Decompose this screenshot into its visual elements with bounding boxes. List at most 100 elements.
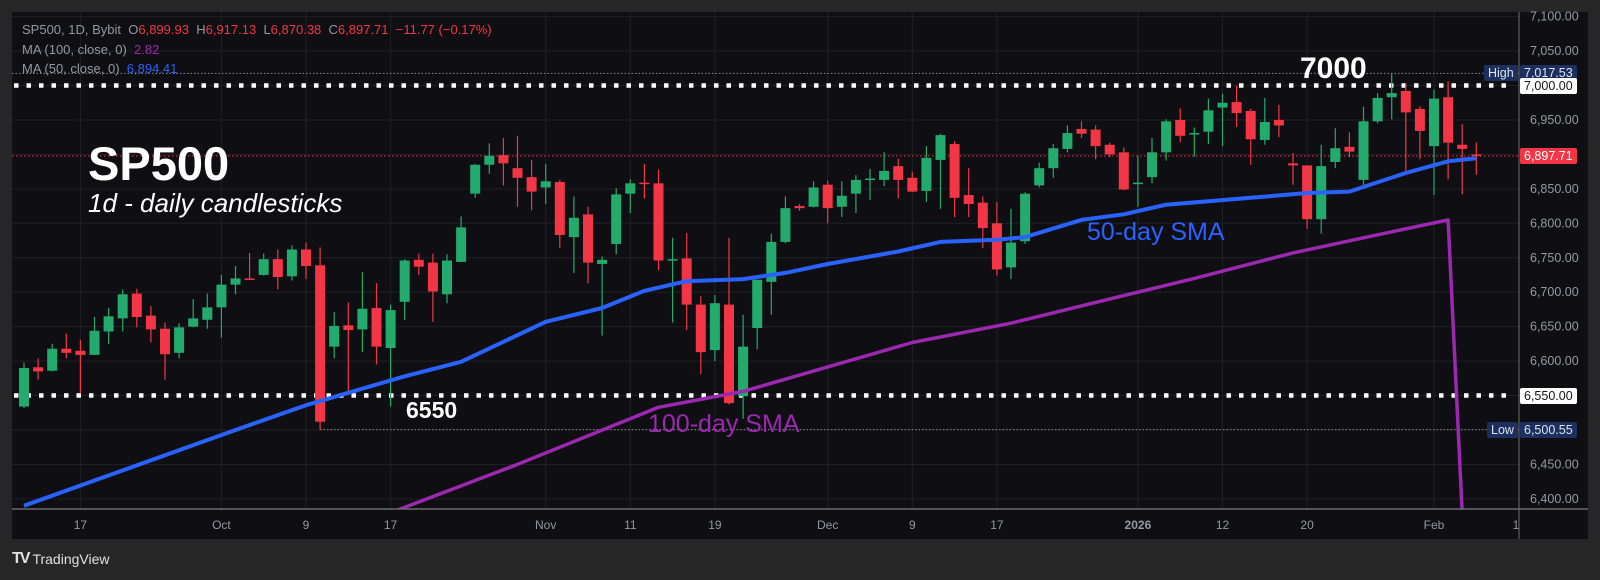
candle (442, 254, 452, 304)
candle-body (145, 315, 156, 330)
candle-body (879, 170, 890, 180)
y-tick-label: 6,650.00 (1530, 320, 1579, 334)
candle-body (752, 279, 763, 329)
candle (512, 135, 523, 207)
x-tick-label: 19 (708, 518, 722, 532)
candle-body (61, 348, 72, 353)
candle (301, 242, 311, 280)
candle (611, 188, 622, 255)
candle (1034, 162, 1045, 188)
tradingview-logo[interactable]: TV TradingView (12, 550, 110, 568)
candle-body (1429, 98, 1439, 147)
candle-body (160, 328, 170, 355)
candle (1273, 104, 1284, 138)
candle (568, 196, 579, 273)
candle-body (456, 227, 467, 262)
candle-body (794, 206, 805, 209)
candle (1259, 97, 1270, 145)
candle (1288, 153, 1298, 185)
candle (272, 249, 283, 290)
candle-body (75, 350, 86, 355)
candle (103, 308, 114, 344)
candle (456, 216, 467, 262)
chart-subtitle: 1d - daily candlesticks (88, 188, 343, 218)
candle (371, 283, 382, 365)
candle-body (1259, 122, 1270, 140)
legend-ma100[interactable]: MA (100, close, 0) 2.82 (22, 42, 159, 57)
candle-body (1189, 133, 1200, 135)
open-label: O (128, 22, 139, 37)
y-tick-label: 6,400.00 (1530, 492, 1579, 506)
candle-body (188, 318, 199, 327)
candle-body (1203, 110, 1214, 132)
legend-ma50[interactable]: MA (50, close, 0) 6,894.41 (22, 61, 177, 76)
sma100-annotation: 100-day SMA (648, 410, 800, 438)
ma50-value: 6,894.41 (126, 61, 178, 76)
candle (808, 181, 819, 208)
candle (921, 146, 932, 202)
x-tick-label: 9 (909, 518, 916, 532)
candle (639, 164, 650, 199)
level-7000-tag: 7,000.00 (1520, 77, 1577, 94)
candle-body (836, 195, 847, 207)
candle (1414, 106, 1425, 160)
candle-body (963, 195, 974, 205)
candle-body (1132, 182, 1143, 185)
candle (230, 266, 241, 295)
candle (724, 237, 734, 405)
candle-body (667, 259, 678, 261)
candle (709, 294, 720, 362)
candle-body (1386, 93, 1397, 98)
y-tick-label: 6,700.00 (1530, 285, 1579, 299)
candle-body (653, 183, 664, 261)
candle (526, 159, 537, 211)
candle-body (174, 327, 185, 353)
symbol-info[interactable]: SP500, 1D, Bybit (22, 22, 121, 37)
candle (343, 302, 354, 393)
candle (202, 293, 213, 329)
candle (583, 206, 593, 284)
candle-body (1048, 148, 1059, 169)
candle (399, 259, 410, 320)
candle (949, 141, 960, 218)
close-label: C (328, 22, 338, 37)
candle-body (413, 259, 424, 267)
candle-body (1020, 193, 1031, 242)
x-tick-label: 17 (74, 518, 88, 532)
candle-body (1118, 152, 1129, 190)
candle (1330, 128, 1341, 169)
x-tick-label: 17 (384, 518, 398, 532)
x-tick-label: 20 (1300, 518, 1314, 532)
ma50-label: MA (50, close, 0) (22, 61, 120, 76)
candle-body (907, 177, 918, 192)
candle (216, 274, 227, 338)
candles (19, 73, 1482, 430)
candle (1429, 89, 1439, 196)
candle (1302, 165, 1313, 229)
candle (33, 358, 44, 380)
candle-body (470, 164, 481, 194)
close-value: 6,897.71 (337, 22, 389, 37)
candle-body (272, 259, 283, 278)
level-6550-tag: 6,550.00 (1520, 387, 1577, 404)
candle-body (117, 294, 128, 319)
candle-body (597, 259, 608, 264)
candle (625, 179, 636, 213)
y-tick-label: 6,800.00 (1530, 216, 1579, 230)
candle-body (329, 325, 340, 347)
x-tick-label: 11 (624, 518, 637, 532)
candle (1344, 132, 1355, 158)
candle (160, 322, 170, 380)
candle (738, 314, 749, 419)
candle-body (568, 217, 579, 238)
candle (1372, 93, 1383, 124)
candle-body (244, 278, 255, 280)
candle (850, 175, 861, 213)
candle (1076, 121, 1087, 138)
candle (188, 299, 199, 328)
candle (1189, 127, 1200, 157)
candle-body (1414, 108, 1425, 131)
candle-body (1034, 168, 1045, 186)
candle-body (103, 316, 114, 332)
